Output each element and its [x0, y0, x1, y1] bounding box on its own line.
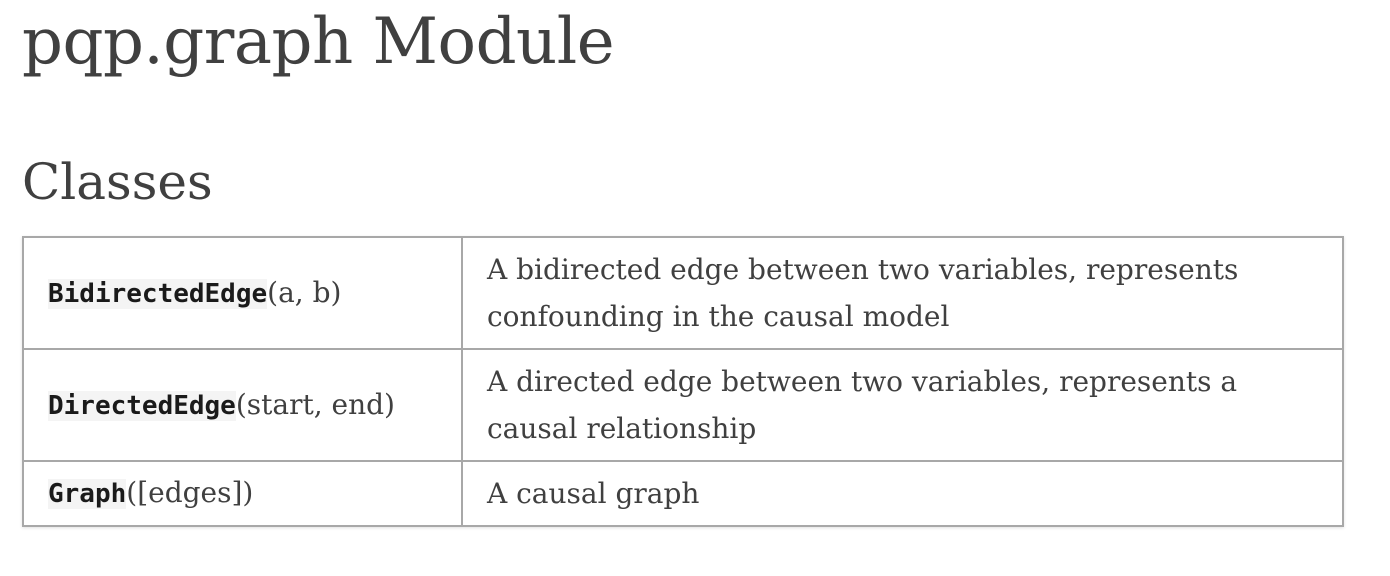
class-description-cell: A causal graph [461, 460, 1344, 527]
class-description-cell: A bidirected edge between two variables,… [461, 236, 1344, 350]
class-args: (a, b) [267, 275, 342, 309]
class-description: A directed edge between two variables, r… [487, 365, 1238, 445]
class-description-cell: A directed edge between two variables, r… [461, 348, 1344, 462]
class-signature-cell: BidirectedEdge(a, b) [22, 236, 463, 350]
class-description: A causal graph [487, 477, 700, 510]
section-heading-classes: Classes [22, 153, 213, 211]
class-name-link[interactable]: DirectedEdge [48, 390, 236, 421]
class-args: (start, end) [235, 387, 395, 421]
class-signature[interactable]: BidirectedEdge(a, b) [48, 276, 341, 309]
class-description: A bidirected edge between two variables,… [487, 253, 1239, 333]
class-signature-cell: DirectedEdge(start, end) [22, 348, 463, 462]
table-row: DirectedEdge(start, end) A directed edge… [22, 348, 1344, 462]
page-title: pqp.graph Module [22, 5, 615, 79]
classes-table: BidirectedEdge(a, b) A bidirected edge b… [22, 236, 1344, 527]
class-name-link[interactable]: BidirectedEdge [48, 278, 268, 309]
class-signature-cell: Graph([edges]) [22, 460, 463, 527]
class-args: ([edges]) [126, 476, 254, 509]
table-row: Graph([edges]) A causal graph [22, 460, 1344, 527]
class-signature[interactable]: DirectedEdge(start, end) [48, 388, 395, 421]
table-row: BidirectedEdge(a, b) A bidirected edge b… [22, 236, 1344, 350]
class-name-link[interactable]: Graph [48, 479, 127, 509]
class-signature[interactable]: Graph([edges]) [48, 476, 253, 509]
